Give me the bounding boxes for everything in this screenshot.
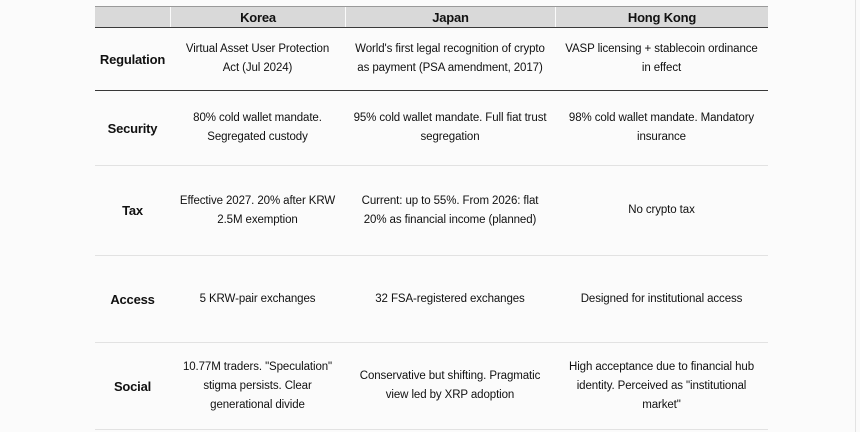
row-label-access: Access xyxy=(110,291,155,307)
cell-tax-hong-kong: No crypto tax xyxy=(628,204,695,216)
table-row-security: Security 80% cold wallet mandate. Segreg… xyxy=(95,91,768,166)
table-row-access: Access 5 KRW-pair exchanges 32 FSA-regis… xyxy=(95,256,768,343)
row-label-tax: Tax xyxy=(122,203,143,218)
page-edge-divider xyxy=(855,0,856,432)
table-header-row: Korea Japan Hong Kong xyxy=(95,6,768,28)
table-row-regulation: Regulation Virtual Asset User Protection… xyxy=(95,28,768,91)
column-header-hong-kong: Hong Kong xyxy=(555,7,768,27)
cell-tax-japan: Current: up to 55%. From 2026: flat 20% … xyxy=(361,194,539,226)
column-header-korea: Korea xyxy=(170,7,345,27)
row-label-security: Security xyxy=(107,120,158,136)
table-row-social: Social 10.77M traders. "Speculation" sti… xyxy=(95,343,768,430)
row-label-social: Social xyxy=(113,378,152,394)
cell-security-japan: 95% cold wallet mandate. Full fiat trust… xyxy=(353,112,547,143)
header-corner-cell xyxy=(95,7,170,27)
cell-access-japan: 32 FSA-registered exchanges xyxy=(375,292,525,305)
cell-regulation-japan: World's first legal recognition of crypt… xyxy=(355,43,545,74)
cell-tax-korea: Effective 2027. 20% after KRW 2.5M exemp… xyxy=(179,194,336,226)
table-row-tax: Tax Effective 2027. 20% after KRW 2.5M e… xyxy=(95,166,768,256)
cell-access-korea: 5 KRW-pair exchanges xyxy=(199,292,316,305)
row-label-regulation: Regulation xyxy=(99,51,166,67)
cell-social-japan: Conservative but shifting. Pragmatic vie… xyxy=(359,370,541,401)
cell-social-hong-kong: High acceptance due to financial hub ide… xyxy=(568,360,754,411)
cell-security-korea: 80% cold wallet mandate. Segregated cust… xyxy=(193,112,322,143)
comparison-table: Korea Japan Hong Kong Regulation Virtual… xyxy=(95,6,768,430)
cell-regulation-hong-kong: VASP licensing + stablecoin ordinance in… xyxy=(565,43,758,74)
cell-access-hong-kong: Designed for institutional access xyxy=(580,292,743,305)
column-header-japan: Japan xyxy=(345,7,555,27)
cell-security-hong-kong: 98% cold wallet mandate. Mandatory insur… xyxy=(568,112,755,143)
cell-regulation-korea: Virtual Asset User Protection Act (Jul 2… xyxy=(185,43,330,74)
cell-social-korea: 10.77M traders. "Speculation" stigma per… xyxy=(182,360,333,411)
